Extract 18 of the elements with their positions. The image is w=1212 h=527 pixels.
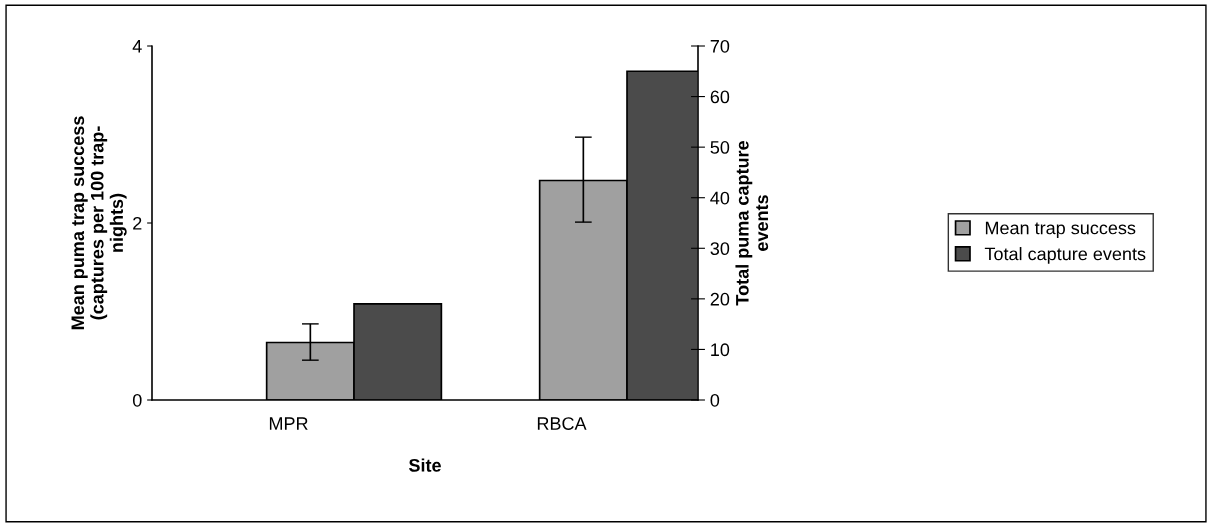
y2-axis-title: Total puma capture events — [735, 141, 769, 306]
y2-tick-label: 60 — [710, 90, 730, 104]
y-tick-label: 2 — [133, 216, 142, 230]
legend-label: Mean trap success — [985, 221, 1136, 238]
y2-tick-label: 0 — [710, 393, 720, 407]
y-tick-label: 0 — [132, 393, 142, 407]
x-tick-label: RBCA — [537, 417, 587, 430]
y2-tick-label: 10 — [711, 343, 730, 357]
y2-tick-label: 70 — [710, 39, 730, 53]
y2-tick-label: 30 — [710, 242, 730, 256]
y-axis-title: Mean puma trap success (captures per 100 trap- nights) — [71, 116, 127, 330]
y-tick-label: 4 — [132, 40, 142, 53]
y2-tick-label: 20 — [710, 292, 730, 306]
legend-label: Total capture events — [984, 247, 1146, 264]
x-tick-label: MPR — [269, 417, 308, 430]
x-axis-title: Site — [408, 458, 441, 472]
y2-tick-label: 50 — [710, 141, 730, 154]
y2-tick-label: 40 — [710, 191, 730, 205]
